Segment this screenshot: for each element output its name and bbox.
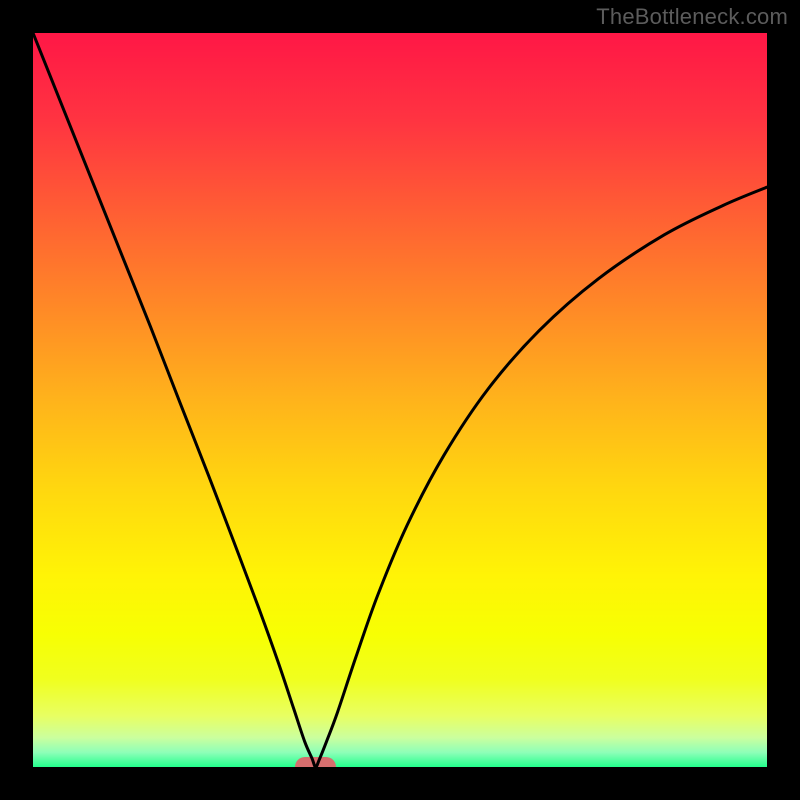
plot-area bbox=[33, 33, 767, 767]
outer-frame: TheBottleneck.com bbox=[0, 0, 800, 800]
bottleneck-curve bbox=[33, 33, 767, 767]
curve-path bbox=[33, 33, 767, 767]
watermark-text: TheBottleneck.com bbox=[596, 4, 788, 30]
